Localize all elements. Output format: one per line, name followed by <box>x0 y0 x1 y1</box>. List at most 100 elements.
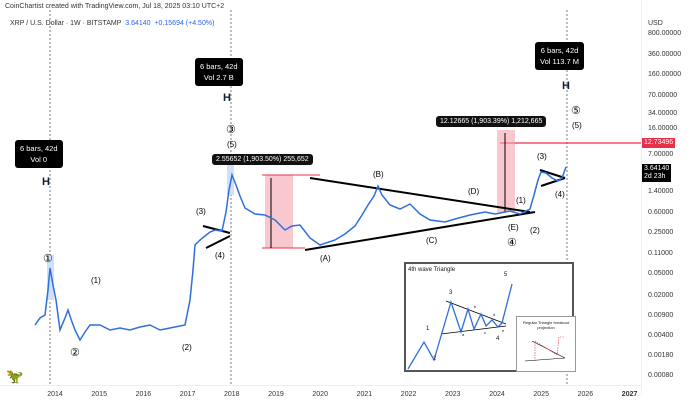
x-tick: 2024 <box>489 391 505 398</box>
y-tick: 0.00400 <box>648 332 674 339</box>
callout-vol: Vol 0 <box>30 155 48 164</box>
callout-vol: Vol 2.7 B <box>203 73 234 82</box>
wave-label: (C) <box>426 236 438 245</box>
y-tick: 0.60000 <box>648 209 674 216</box>
wave-label: (2) <box>530 226 540 235</box>
wave-label: ④ <box>507 237 517 249</box>
price-line <box>34 166 567 342</box>
inset-label: b <box>474 304 477 309</box>
recent-triangle-upper <box>539 169 566 179</box>
wave-label: (5) <box>572 121 582 130</box>
y-tick: 0.05000 <box>648 270 674 277</box>
y-axis-unit: USD <box>648 20 663 27</box>
bars-pattern-icon: H <box>42 176 50 188</box>
bar-count-callout-3: 6 bars, 42d Vol 113.7 M <box>535 42 585 70</box>
wave-label: ⑤ <box>571 105 581 117</box>
inset-sub-title: Regular Triangle breakout projection <box>522 320 570 330</box>
measure-box-1 <box>265 175 293 248</box>
y-tick: 1.40000 <box>648 188 674 195</box>
wave-label: (D) <box>468 187 480 196</box>
measure-label-2: 12.12665 (1,903.39%) 1,212,665 <box>436 116 547 127</box>
y-tick: 7.00000 <box>648 151 674 158</box>
inset-label: e <box>502 328 505 333</box>
x-tick: 2015 <box>91 391 107 398</box>
inset-label: 3 <box>449 290 453 296</box>
y-axis[interactable]: USD 800.00000 360.00000 160.00000 70.00000 3… <box>641 0 700 395</box>
y-tick: 70.00000 <box>648 92 678 99</box>
measure-label-1: 2.55652 (1,903.50%) 255,652 <box>212 154 313 165</box>
x-tick: 2018 <box>224 391 240 398</box>
wave-label: (3) <box>537 152 547 161</box>
x-tick: 2025 <box>533 391 549 398</box>
y-tick: 160.00000 <box>648 71 682 78</box>
y-tick: 800.00000 <box>648 30 682 37</box>
x-tick: 2014 <box>47 391 63 398</box>
measure-box-2 <box>497 130 515 212</box>
triangle-lower <box>304 211 536 251</box>
inset-label: 2 <box>433 356 437 362</box>
wave-label: (5) <box>227 140 237 149</box>
y-tick: 360.00000 <box>648 51 682 58</box>
small-triangle-lower <box>205 235 231 249</box>
inset-label: 5 <box>504 272 508 278</box>
bar-count-callout-1: 6 bars, 42d Vol 0 <box>15 140 63 168</box>
inset-label: d <box>493 312 496 317</box>
x-tick: 2017 <box>179 391 196 398</box>
callout-bars: 6 bars, 42d <box>540 46 579 55</box>
symbol-name: XRP / U.S. Dollar · 1W · BITSTAMP <box>10 20 122 27</box>
x-tick: 2027 <box>621 391 638 398</box>
callout-bars: 6 bars, 42d <box>200 62 238 71</box>
wave-label: (4) <box>555 190 565 199</box>
inset-label: 4 <box>496 336 500 342</box>
triangle-upper <box>309 177 531 213</box>
wave-label: ① <box>43 253 53 265</box>
inset-label: a <box>462 332 465 337</box>
wave-label: (A) <box>320 254 331 263</box>
y-tick: 0.11000 <box>648 250 673 257</box>
bar-count-callout-2: 6 bars, 42d Vol 2.7 B <box>195 58 243 86</box>
x-tick: 2026 <box>577 391 594 398</box>
y-tick: 16.00000 <box>648 125 678 132</box>
y-tick: 0.00180 <box>648 352 674 359</box>
wave-label: (3) <box>196 207 206 216</box>
wave-label: (1) <box>516 196 526 205</box>
price-chart[interactable] <box>0 0 641 385</box>
x-tick: 2023 <box>445 391 461 398</box>
y-tick: 34.00000 <box>648 110 678 117</box>
inset-title: 4th wave Triangle <box>408 267 456 273</box>
tradingview-logo-icon: 🦖 <box>6 368 24 384</box>
wave-label: (B) <box>373 170 384 179</box>
breakout-projection-image: Regular Triangle breakout projection <box>516 316 576 372</box>
bars-pattern-icon: H <box>223 92 231 104</box>
y-tick: 0.02000 <box>648 292 674 299</box>
wave-label: (2) <box>182 343 192 352</box>
x-tick: 2020 <box>312 391 328 398</box>
x-tick: 2016 <box>135 391 152 398</box>
wave-label: ② <box>70 347 80 359</box>
y-tick: 0.25000 <box>648 229 674 236</box>
target-price-tag: 12.73496 <box>642 138 676 148</box>
bars-pattern-icon: H <box>562 80 570 92</box>
symbol-legend: XRP / U.S. Dollar · 1W · BITSTAMP 3.6414… <box>10 20 214 27</box>
price-change: +0.15694 (+4.50%) <box>154 20 215 27</box>
chart-attribution: CoinChartist created with TradingView.co… <box>5 3 225 10</box>
inset-label: 1 <box>426 326 430 332</box>
last-price: 3.64140 <box>125 20 151 27</box>
x-tick: 2019 <box>268 391 284 398</box>
x-tick: 2022 <box>400 391 417 398</box>
current-price-tag: 3.64140 2d 23h <box>642 164 672 182</box>
x-tick: 2021 <box>356 391 373 398</box>
wave-label: (E) <box>508 223 519 232</box>
highlight-wave1 <box>47 255 54 300</box>
bar-countdown: 2d 23h <box>644 173 666 180</box>
y-tick: 0.00080 <box>648 372 674 379</box>
current-price: 3.64140 <box>644 165 670 172</box>
callout-vol: Vol 113.7 M <box>540 57 580 66</box>
wave-label: ③ <box>226 124 236 136</box>
wave-label: (1) <box>91 276 101 285</box>
callout-bars: 6 bars, 42d <box>20 144 58 153</box>
x-axis[interactable]: 2014 2015 2016 2017 2018 2019 2020 2021 2022 2023… <box>0 385 641 409</box>
y-tick: 0.00900 <box>648 312 674 319</box>
wave-label: (4) <box>215 251 225 260</box>
inset-label: c <box>484 330 486 335</box>
